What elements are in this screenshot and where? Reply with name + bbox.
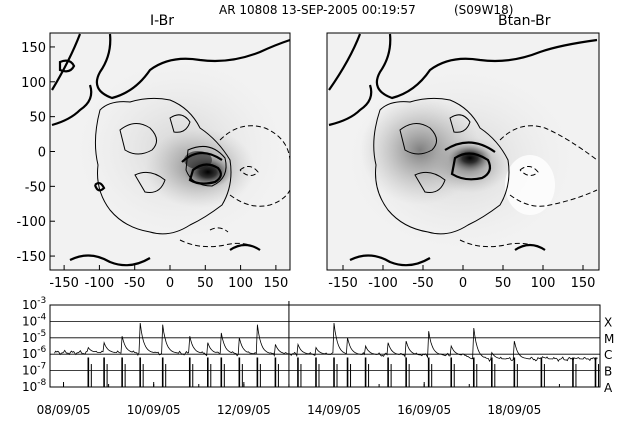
left-ytick-label: 150	[21, 41, 46, 56]
goes-xtick-label: 12/09/05	[217, 403, 271, 417]
left-ytick-label: 0	[38, 146, 46, 161]
goes-class-label: M	[604, 332, 614, 346]
goes-ytick-label: 10-6	[22, 345, 47, 361]
flare-bars	[87, 357, 599, 387]
left-xtick-label: 0	[166, 276, 174, 291]
left-ytick-label: -150	[16, 250, 46, 265]
left-xtick-label: -100	[85, 276, 115, 291]
goes-ytick-label: 10-5	[22, 329, 46, 345]
right-xtick-label: -50	[412, 276, 433, 291]
right-xticks: -150 -100 -50 0 50 100 150	[328, 265, 595, 291]
goes-xtick-label: 10/09/05	[127, 403, 181, 417]
left-xtick-label: 50	[197, 276, 214, 291]
goes-panel: 10-310-410-510-610-710-8 08/09/05 10/09/0…	[22, 296, 614, 417]
goes-xtick-label: 08/09/05	[37, 403, 91, 417]
goes-class-label: C	[604, 348, 612, 362]
left-ytick-label: -100	[16, 215, 46, 230]
panel-left: -150 -100 -50 0 50 100 150 150100500-50-100-15…	[16, 32, 291, 291]
right-xtick-label: -100	[368, 276, 398, 291]
goes-xtick-label: 16/09/05	[397, 403, 451, 417]
goes-ytick-label: 10-4	[22, 312, 47, 328]
left-xtick-label: -150	[49, 276, 79, 291]
goes-yticks: 10-310-410-510-610-710-8	[22, 296, 47, 394]
figure-title: AR 10808 13-SEP-2005 00:19:57	[219, 3, 416, 17]
flux-curve	[54, 322, 598, 363]
goes-ytick-label: 10-3	[22, 296, 46, 312]
left-yticks: 150 100 50 0 -50 -100 -150	[16, 41, 55, 265]
goes-ytick-label: 10-8	[22, 378, 47, 394]
left-ytick-label: -50	[25, 180, 46, 195]
goes-class-label: B	[604, 365, 612, 379]
right-xtick-label: 50	[495, 276, 512, 291]
left-ytick-label: 50	[29, 111, 46, 126]
left-xtick-label: 150	[263, 276, 288, 291]
goes-xticks: 08/09/05 10/09/05 12/09/05 14/09/05 16/09/05…	[37, 382, 560, 417]
goes-class-label: X	[604, 315, 612, 329]
left-xticks: -150 -100 -50 0 50 100 150	[49, 265, 288, 291]
left-xtick-label: -50	[124, 276, 145, 291]
goes-xtick-label: 18/09/05	[487, 403, 541, 417]
right-xtick-label: -150	[328, 276, 358, 291]
goes-class-label: A	[604, 381, 613, 395]
left-ytick-label: 100	[21, 76, 46, 91]
right-xtick-label: 150	[571, 276, 596, 291]
goes-xtick-label: 14/09/05	[307, 403, 361, 417]
panel-label-right: Btan-Br	[498, 13, 551, 29]
right-xtick-label: 0	[459, 276, 467, 291]
left-xtick-label: 100	[228, 276, 253, 291]
figure-location: (S09W18)	[454, 3, 513, 17]
goes-ytick-label: 10-7	[22, 362, 46, 378]
panel-label-left: I-Br	[150, 13, 174, 29]
right-xtick-label: 100	[531, 276, 556, 291]
panel-right: -150 -100 -50 0 50 100 150	[326, 32, 600, 291]
